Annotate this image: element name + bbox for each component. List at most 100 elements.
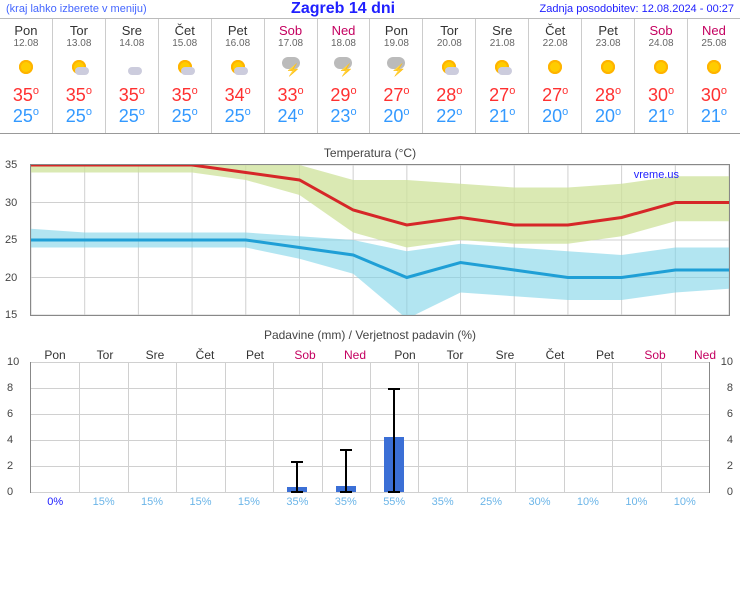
temp-low: 23o [318,106,370,127]
day-of-week: Sob [265,23,317,38]
precip-day-label: Tor [430,348,480,362]
day-of-week: Pet [212,23,264,38]
location-hint[interactable]: (kraj lahko izberete v meniju) [6,0,147,18]
temp-y-label: 30 [5,197,17,209]
precip-probability: 10% [625,496,647,508]
chart-credits[interactable]: vreme.us [634,169,679,181]
forecast-day[interactable]: Sob24.0830o21o [634,19,687,133]
header-bar: (kraj lahko izberete v meniju) Zagreb 14… [0,0,740,19]
precip-probability: 35% [432,496,454,508]
precip-y-label-left: 0 [7,486,13,498]
temp-high: 30o [635,85,687,106]
precip-y-label-right: 4 [727,434,733,446]
forecast-day[interactable]: Pon19.08 27o20o [369,19,422,133]
precip-probability: 35% [335,496,357,508]
precip-probability: 15% [238,496,260,508]
temp-high: 27o [476,85,528,106]
day-date: 25.08 [688,38,740,49]
weather-icon [582,53,634,81]
precip-y-label-left: 10 [7,356,19,368]
temp-chart: vreme.us 1520253035 [30,164,730,316]
temp-low: 20o [582,106,634,127]
temp-high: 35o [106,85,158,106]
precip-day-label: Pet [580,348,630,362]
day-of-week: Pon [370,23,422,38]
page-title: Zagreb 14 dni [291,0,395,18]
day-date: 16.08 [212,38,264,49]
forecast-day[interactable]: Pet23.08 28o20o [581,19,634,133]
last-updated: Zadnja posodobitev: 12.08.2024 - 00:27 [540,0,734,18]
precip-chart-title: Padavine (mm) / Verjetnost padavin (%) [0,328,740,342]
temp-low: 25o [159,106,211,127]
precip-day-label: Pet [230,348,280,362]
weather-icon [159,53,211,81]
precip-probability: 25% [480,496,502,508]
weather-icon [0,53,52,81]
precip-y-label-right: 0 [727,486,733,498]
precip-day-label: Ned [330,348,380,362]
precip-day-label: Čet [180,348,230,362]
temp-low: 20o [529,106,581,127]
day-date: 15.08 [159,38,211,49]
forecast-day[interactable]: Pon12.0835o25o [0,19,52,133]
precip-day-label: Sre [480,348,530,362]
precip-y-label-left: 4 [7,434,13,446]
temp-y-label: 35 [5,159,17,171]
forecast-day[interactable]: Tor13.0835o25o [52,19,105,133]
weather-icon [688,53,740,81]
temp-low: 25o [106,106,158,127]
forecast-day[interactable]: Sob17.0833o24o [264,19,317,133]
forecast-day[interactable]: Čet22.0827o20o [528,19,581,133]
day-of-week: Sob [635,23,687,38]
temp-high: 30o [688,85,740,106]
day-date: 24.08 [635,38,687,49]
temp-high: 27o [529,85,581,106]
precip-day-label: Sob [630,348,680,362]
weather-icon [635,53,687,81]
weather-icon [476,53,528,81]
precip-probability: 35% [286,496,308,508]
day-of-week: Čet [529,23,581,38]
forecast-day[interactable]: Ned25.0830o21o [687,19,740,133]
precip-y-label-right: 10 [721,356,733,368]
temp-low: 20o [370,106,422,127]
weather-icon [106,53,158,81]
temp-y-label: 20 [5,272,17,284]
precip-y-label-left: 6 [7,408,13,420]
temp-low: 24o [265,106,317,127]
temp-high: 28o [423,85,475,106]
precip-probability: 30% [528,496,550,508]
forecast-day[interactable]: Sre14.0835o25o [105,19,158,133]
temp-y-label: 25 [5,234,17,246]
day-of-week: Pet [582,23,634,38]
temp-high: 27o [370,85,422,106]
precip-day-label: Pon [380,348,430,362]
forecast-day[interactable]: Sre21.0827o21o [475,19,528,133]
temp-low: 21o [688,106,740,127]
temp-low: 22o [423,106,475,127]
forecast-day[interactable]: Čet15.0835o25o [158,19,211,133]
forecast-day[interactable]: Ned18.0829o23o [317,19,370,133]
temp-high: 35o [0,85,52,106]
temp-high: 28o [582,85,634,106]
day-date: 19.08 [370,38,422,49]
temp-low: 25o [53,106,105,127]
forecast-day[interactable]: Tor20.0828o22o [422,19,475,133]
precip-y-label-right: 6 [727,408,733,420]
day-of-week: Sre [106,23,158,38]
temp-high: 34o [212,85,264,106]
forecast-day[interactable]: Pet16.08 34o25o [211,19,264,133]
day-date: 23.08 [582,38,634,49]
precip-y-label-right: 8 [727,382,733,394]
temp-low: 25o [212,106,264,127]
day-of-week: Sre [476,23,528,38]
weather-icon [265,53,317,81]
day-date: 21.08 [476,38,528,49]
weather-icon [423,53,475,81]
day-of-week: Čet [159,23,211,38]
precip-y-label-right: 2 [727,460,733,472]
precip-probability: 0% [47,496,63,508]
temp-high: 33o [265,85,317,106]
day-date: 13.08 [53,38,105,49]
temp-y-label: 15 [5,309,17,321]
